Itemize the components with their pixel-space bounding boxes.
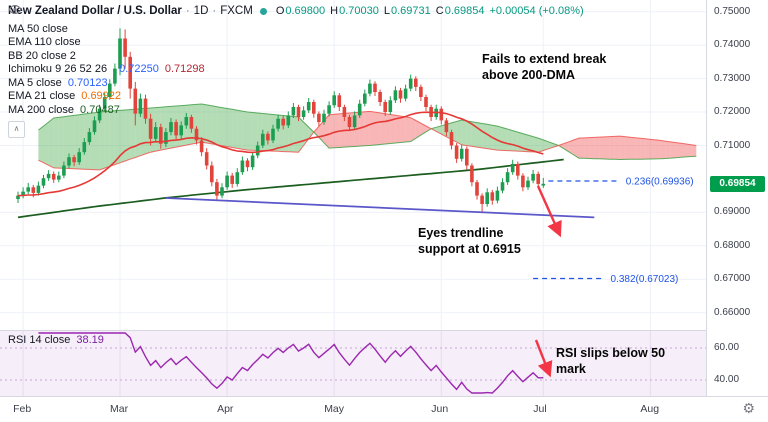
time-axis-month-label: Jun — [431, 403, 449, 415]
time-axis-month-label: Feb — [13, 403, 32, 415]
price-axis-label: 0.69000 — [714, 206, 751, 218]
pane-separator[interactable] — [0, 330, 768, 331]
low-value: 0.69731 — [390, 5, 431, 17]
separator-dot: · — [185, 5, 190, 17]
chart-legend: New Zealand Dollar / U.S. Dollar · 1D · … — [8, 5, 584, 138]
annotation-rsi-below-50: RSI slips below 50 mark — [556, 346, 666, 376]
price-axis-label: 0.71000 — [714, 139, 751, 151]
indicator-label: MA 200 close — [8, 103, 75, 116]
axis-separator — [0, 396, 768, 397]
indicator-legend-row[interactable]: EMA 21 close 0.69922 — [8, 90, 584, 104]
market-status-icon — [259, 7, 267, 15]
rsi-indicator-label: RSI 14 close — [8, 334, 71, 346]
indicator-legend-row[interactable]: Ichimoku 9 26 52 26 0.72250 0.71298 — [8, 5, 584, 77]
indicator-value: 0.72250 — [119, 63, 159, 76]
time-axis-month-label: Mar — [110, 403, 129, 415]
indicator-legend-row[interactable]: MA 50 close — [8, 5, 584, 36]
indicator-value: 0.70487 — [80, 103, 120, 116]
separator-dot: · — [212, 5, 217, 17]
time-axis-month-label: Jul — [533, 403, 547, 415]
indicator-value: 0.69922 — [81, 90, 122, 103]
indicator-legend-row[interactable]: MA 200 close 0.70487 — [8, 103, 584, 117]
interval-label[interactable]: 1D — [193, 5, 209, 17]
time-axis-month-label: May — [324, 403, 345, 415]
symbol-title-row: New Zealand Dollar / U.S. Dollar · 1D · … — [8, 5, 584, 17]
time-axis-month-label: Apr — [217, 403, 234, 415]
price-axis-label: 0.73000 — [714, 72, 751, 84]
price-axis-label: 0.72000 — [714, 106, 751, 117]
legend-collapse-button[interactable]: ∧ — [8, 120, 25, 138]
rsi-legend[interactable]: RSI 14 close 38.19 — [8, 334, 104, 346]
fib-level-label: 0.382(0.67023) — [611, 274, 679, 285]
price-axis-label: 0.68000 — [714, 239, 751, 251]
rsi-axis-label: 60.00 — [714, 342, 740, 353]
rsi-axis-label: 40.00 — [714, 374, 740, 385]
indicator-label: EMA 110 close — [8, 36, 81, 49]
indicator-legend-rows: MA 50 close EMA 110 close BB 20 close 2 Ich… — [8, 5, 584, 117]
annotation-200dma: Fails to extend break above 200-DMA — [482, 52, 607, 82]
ohlc-readout: O 0.69800 H 0.70030 L 0.69731 C 0.69854 +0.0… — [276, 5, 584, 17]
close-value: 0.69854 — [444, 5, 485, 17]
indicator-value: 0.71298 — [164, 63, 205, 76]
time-axis-month-label: Aug — [640, 403, 660, 415]
annotation-trendline-support: Eyes trendline support at 0.6915 — [418, 226, 521, 256]
indicator-legend-row[interactable]: EMA 110 close — [8, 5, 584, 50]
exchange-label: FXCM — [220, 5, 253, 17]
time-axis[interactable]: ⚙ Feb Mar Apr May Jun Jul Aug — [0, 397, 768, 422]
down-arrow — [536, 185, 562, 238]
high-letter: H — [330, 5, 339, 17]
price-axis-label: 0.67000 — [714, 273, 751, 285]
price-axis[interactable]: 0.69854 60.00 40.00 0.75000 0.74000 0.73000 0… — [706, 0, 768, 396]
symbol-name[interactable]: New Zealand Dollar / U.S. Dollar — [8, 5, 182, 17]
indicator-label: BB 20 close 2 — [8, 49, 76, 62]
open-value: 0.69800 — [285, 5, 326, 17]
open-letter: O — [275, 5, 285, 17]
high-value: 0.70030 — [339, 5, 379, 17]
change-value: +0.00054 (+0.08%) — [489, 5, 584, 17]
price-pane[interactable]: 0.236(0.69936) 0.382(0.67023) — [0, 0, 706, 330]
price-axis-label: 0.66000 — [714, 306, 751, 318]
indicator-label: MA 5 close — [8, 76, 62, 89]
indicator-label: Ichimoku 9 26 52 26 — [8, 63, 108, 76]
indicator-label: MA 50 close — [8, 22, 68, 35]
fib-level-label: 0.236(0.69936) — [626, 177, 694, 188]
price-axis-label: 0.74000 — [714, 39, 751, 51]
rsi-indicator-value: 38.19 — [76, 334, 104, 346]
gear-icon[interactable]: ⚙ — [742, 400, 755, 416]
last-price-badge: 0.69854 — [710, 175, 765, 192]
price-axis-label: 0.75000 — [714, 5, 751, 17]
indicator-value: 0.70123 — [67, 76, 108, 89]
rsi-down-arrow — [534, 339, 553, 378]
indicator-legend-row[interactable]: MA 5 close 0.70123 — [8, 76, 584, 90]
indicator-label: EMA 21 close — [8, 90, 76, 103]
rsi-pane[interactable] — [0, 331, 706, 396]
close-letter: C — [435, 5, 444, 17]
low-letter: L — [383, 5, 390, 17]
